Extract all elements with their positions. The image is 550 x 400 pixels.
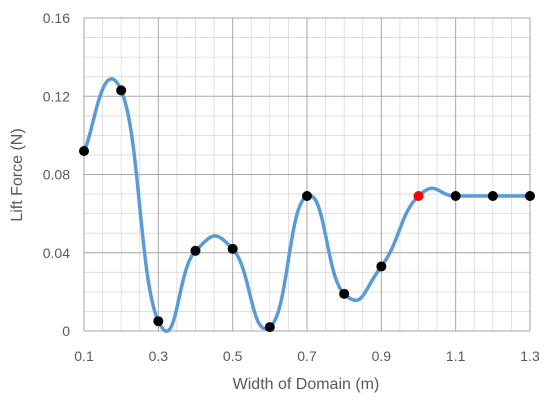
x-tick-label: 0.9 [372, 348, 392, 364]
data-point [79, 146, 89, 157]
x-tick-label: 0.1 [74, 348, 94, 364]
data-point [525, 191, 535, 202]
x-tick-label: 0.5 [223, 348, 243, 364]
data-point [190, 245, 201, 256]
data-point [302, 191, 312, 202]
y-tick-label: 0.16 [43, 10, 70, 26]
y-axis-title: Lift Force (N) [9, 128, 26, 221]
data-point [450, 191, 461, 202]
data-point [264, 322, 275, 333]
data-point [487, 191, 498, 202]
y-tick-label: 0.12 [43, 88, 70, 104]
data-point [116, 85, 127, 96]
x-tick-label: 1.3 [520, 348, 540, 364]
series-line [82, 77, 532, 333]
major-gridlines [83, 17, 531, 332]
data-markers [79, 85, 535, 333]
x-tick-label: 0.3 [149, 348, 169, 364]
data-point [376, 261, 387, 272]
data-point [227, 243, 238, 254]
x-axis-title: Width of Domain (m) [233, 376, 380, 393]
data-point [339, 288, 350, 299]
x-tick-label: 0.7 [297, 348, 317, 364]
x-tick-labels: 0.1 0.3 0.5 0.7 0.9 1.1 1.3 [74, 348, 540, 364]
highlighted-data-point [413, 191, 424, 202]
y-tick-labels: 0 0.04 0.08 0.12 0.16 [43, 10, 70, 339]
y-tick-label: 0.04 [43, 245, 70, 261]
y-tick-label: 0.08 [43, 167, 70, 183]
y-tick-label: 0 [62, 323, 70, 339]
data-point [153, 316, 164, 327]
x-tick-label: 1.1 [446, 348, 466, 364]
